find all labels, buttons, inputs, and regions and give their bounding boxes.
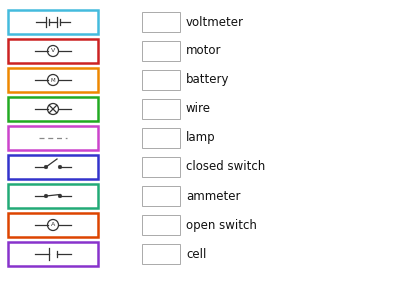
Circle shape: [44, 165, 48, 169]
FancyBboxPatch shape: [142, 157, 180, 177]
FancyBboxPatch shape: [8, 126, 98, 150]
Circle shape: [58, 165, 62, 169]
Circle shape: [44, 194, 48, 198]
Text: M: M: [51, 77, 55, 83]
FancyBboxPatch shape: [8, 68, 98, 92]
Text: lamp: lamp: [186, 131, 216, 145]
FancyBboxPatch shape: [8, 242, 98, 266]
Text: closed switch: closed switch: [186, 160, 265, 173]
Text: A: A: [51, 223, 55, 227]
Text: open switch: open switch: [186, 218, 257, 232]
FancyBboxPatch shape: [142, 41, 180, 61]
Text: cell: cell: [186, 248, 206, 260]
FancyBboxPatch shape: [8, 184, 98, 208]
Text: voltmeter: voltmeter: [186, 16, 244, 28]
FancyBboxPatch shape: [8, 97, 98, 121]
FancyBboxPatch shape: [8, 10, 98, 34]
FancyBboxPatch shape: [142, 215, 180, 235]
Circle shape: [58, 194, 62, 198]
FancyBboxPatch shape: [142, 128, 180, 148]
FancyBboxPatch shape: [142, 12, 180, 32]
FancyBboxPatch shape: [8, 213, 98, 237]
FancyBboxPatch shape: [142, 70, 180, 90]
FancyBboxPatch shape: [8, 155, 98, 179]
FancyBboxPatch shape: [8, 39, 98, 63]
Text: motor: motor: [186, 44, 222, 58]
FancyBboxPatch shape: [142, 99, 180, 119]
FancyBboxPatch shape: [142, 186, 180, 206]
FancyBboxPatch shape: [142, 244, 180, 264]
Text: battery: battery: [186, 74, 230, 86]
Text: ammeter: ammeter: [186, 190, 240, 202]
Text: wire: wire: [186, 103, 211, 116]
Text: V: V: [51, 49, 55, 53]
